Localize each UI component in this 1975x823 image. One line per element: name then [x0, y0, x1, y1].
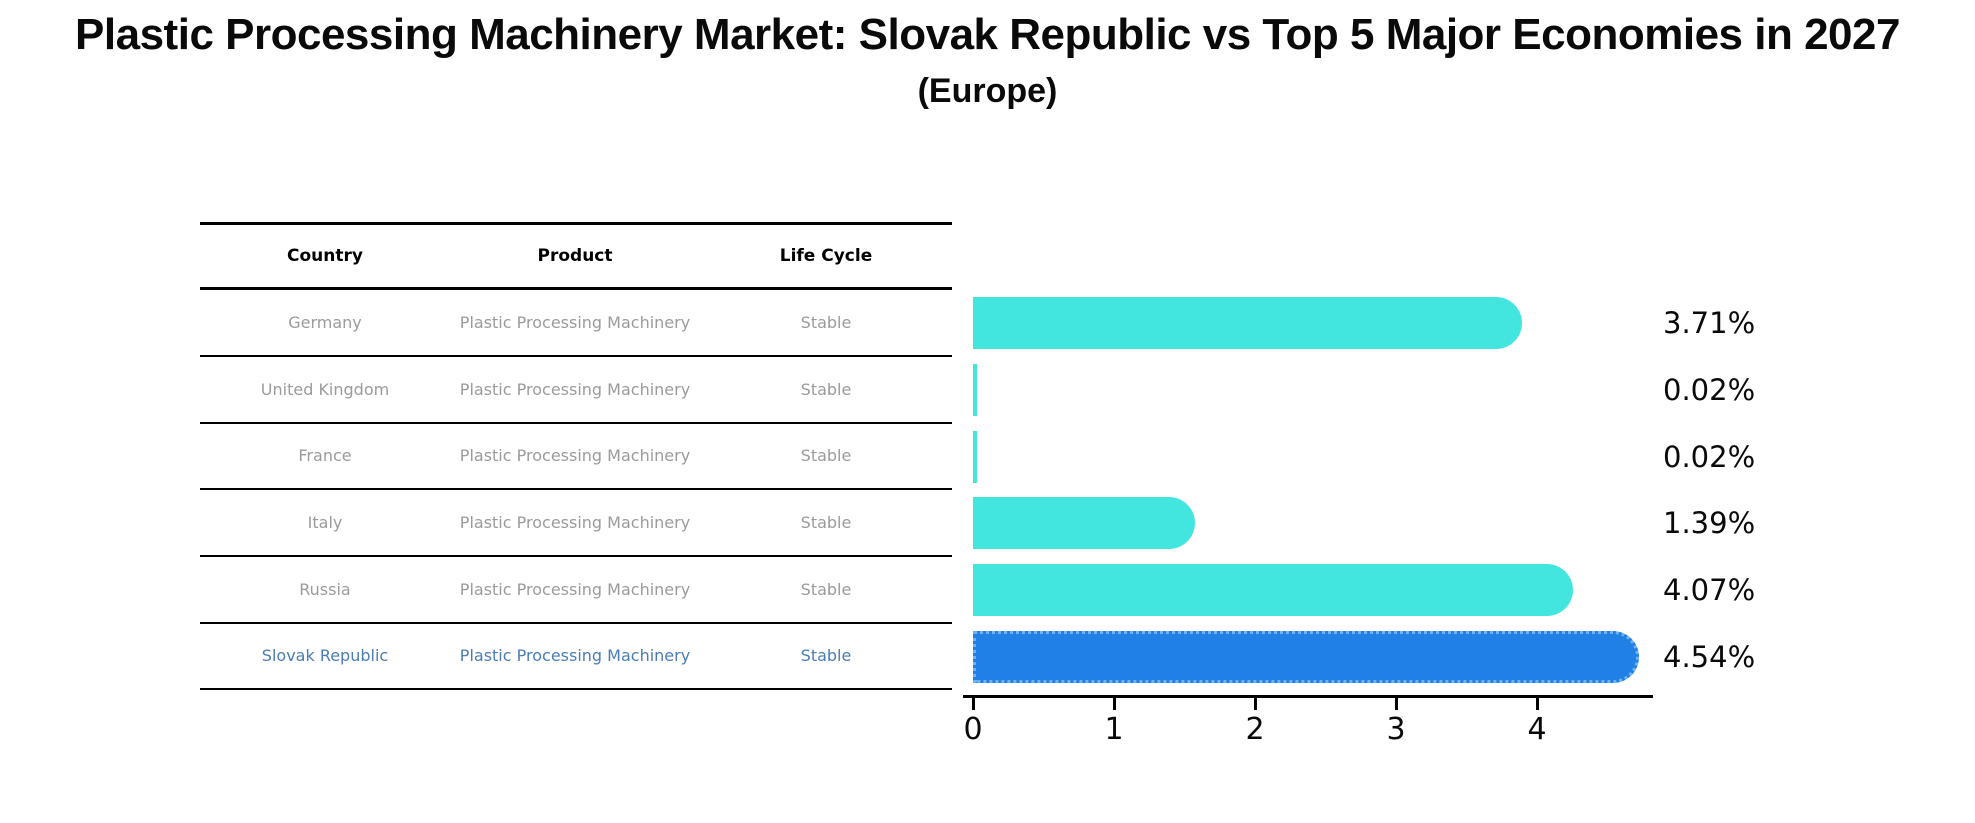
- table-header-row: Country Product Life Cycle: [200, 225, 952, 290]
- row-lifecycle: Stable: [800, 446, 852, 466]
- row-product: Plastic Processing Machinery: [459, 379, 691, 399]
- bar-france: [973, 430, 977, 483]
- row-product: Plastic Processing Machinery: [459, 513, 691, 532]
- bar-germany: [973, 297, 1523, 350]
- value-label: 4.07%: [1663, 573, 1756, 607]
- table-row: Russia Plastic Processing Machinery Stable: [200, 557, 952, 624]
- bar-united-kingdom: [973, 364, 977, 416]
- x-axis-tick: [1394, 695, 1398, 710]
- row-country: Slovak Republic: [261, 646, 389, 666]
- x-axis-tick-label: 0: [963, 712, 983, 747]
- column-header-lifecycle: Life Cycle: [779, 246, 873, 266]
- chart-title: Plastic Processing Machinery Market: Slo…: [75, 10, 1900, 59]
- bar-russia: [973, 564, 1573, 616]
- x-axis-tick: [1535, 695, 1539, 710]
- row-lifecycle: Stable: [800, 379, 852, 399]
- row-product: Plastic Processing Machinery: [459, 313, 691, 332]
- bar-plot: 3.71% 0.02% 0.02% 1.39% 4.07% 4.54%: [973, 290, 1755, 690]
- table-row: United Kingdom Plastic Processing Machine…: [200, 357, 952, 424]
- row-country: France: [298, 446, 352, 466]
- row-product: Plastic Processing Machinery: [459, 446, 691, 466]
- value-label: 1.39%: [1663, 506, 1756, 541]
- row-lifecycle: Stable: [800, 513, 852, 532]
- row-country: Russia: [299, 579, 351, 599]
- table-row: Italy Plastic Processing Machinery Stable: [200, 490, 952, 557]
- column-header-product: Product: [537, 246, 613, 266]
- row-product: Plastic Processing Machinery: [459, 646, 691, 666]
- row-lifecycle: Stable: [800, 579, 852, 599]
- row-country: United Kingdom: [260, 379, 390, 399]
- column-header-country: Country: [287, 246, 363, 266]
- country-table: Country Product Life Cycle Germany Plasti…: [200, 222, 952, 691]
- chart-subtitle: (Europe): [917, 72, 1058, 110]
- x-axis-tick-label: 2: [1245, 712, 1265, 747]
- value-label: 3.71%: [1663, 306, 1756, 341]
- value-label: 4.54%: [1663, 639, 1756, 674]
- row-country: Italy: [307, 513, 343, 532]
- row-country: Germany: [288, 313, 362, 332]
- row-lifecycle: Stable: [800, 646, 852, 666]
- x-axis-tick: [1253, 695, 1257, 710]
- bar-slovak-republic: [973, 630, 1640, 683]
- x-axis-tick-label: 3: [1386, 712, 1406, 747]
- bar-italy: [973, 497, 1195, 550]
- x-axis-line: [963, 695, 1653, 698]
- table-row: Germany Plastic Processing Machinery Stabl…: [200, 290, 952, 357]
- x-axis-tick-label: 1: [1104, 712, 1124, 747]
- row-product: Plastic Processing Machinery: [459, 579, 691, 599]
- value-label: 0.02%: [1663, 373, 1756, 407]
- x-axis-tick: [1112, 695, 1116, 710]
- table-row: Slovak Republic Plastic Processing Machin…: [200, 623, 952, 691]
- table-row: France Plastic Processing Machinery Stable: [200, 423, 952, 491]
- row-lifecycle: Stable: [800, 313, 852, 332]
- value-label: 0.02%: [1663, 439, 1756, 474]
- x-axis-tick: [971, 695, 975, 710]
- x-axis-tick-label: 4: [1527, 712, 1547, 747]
